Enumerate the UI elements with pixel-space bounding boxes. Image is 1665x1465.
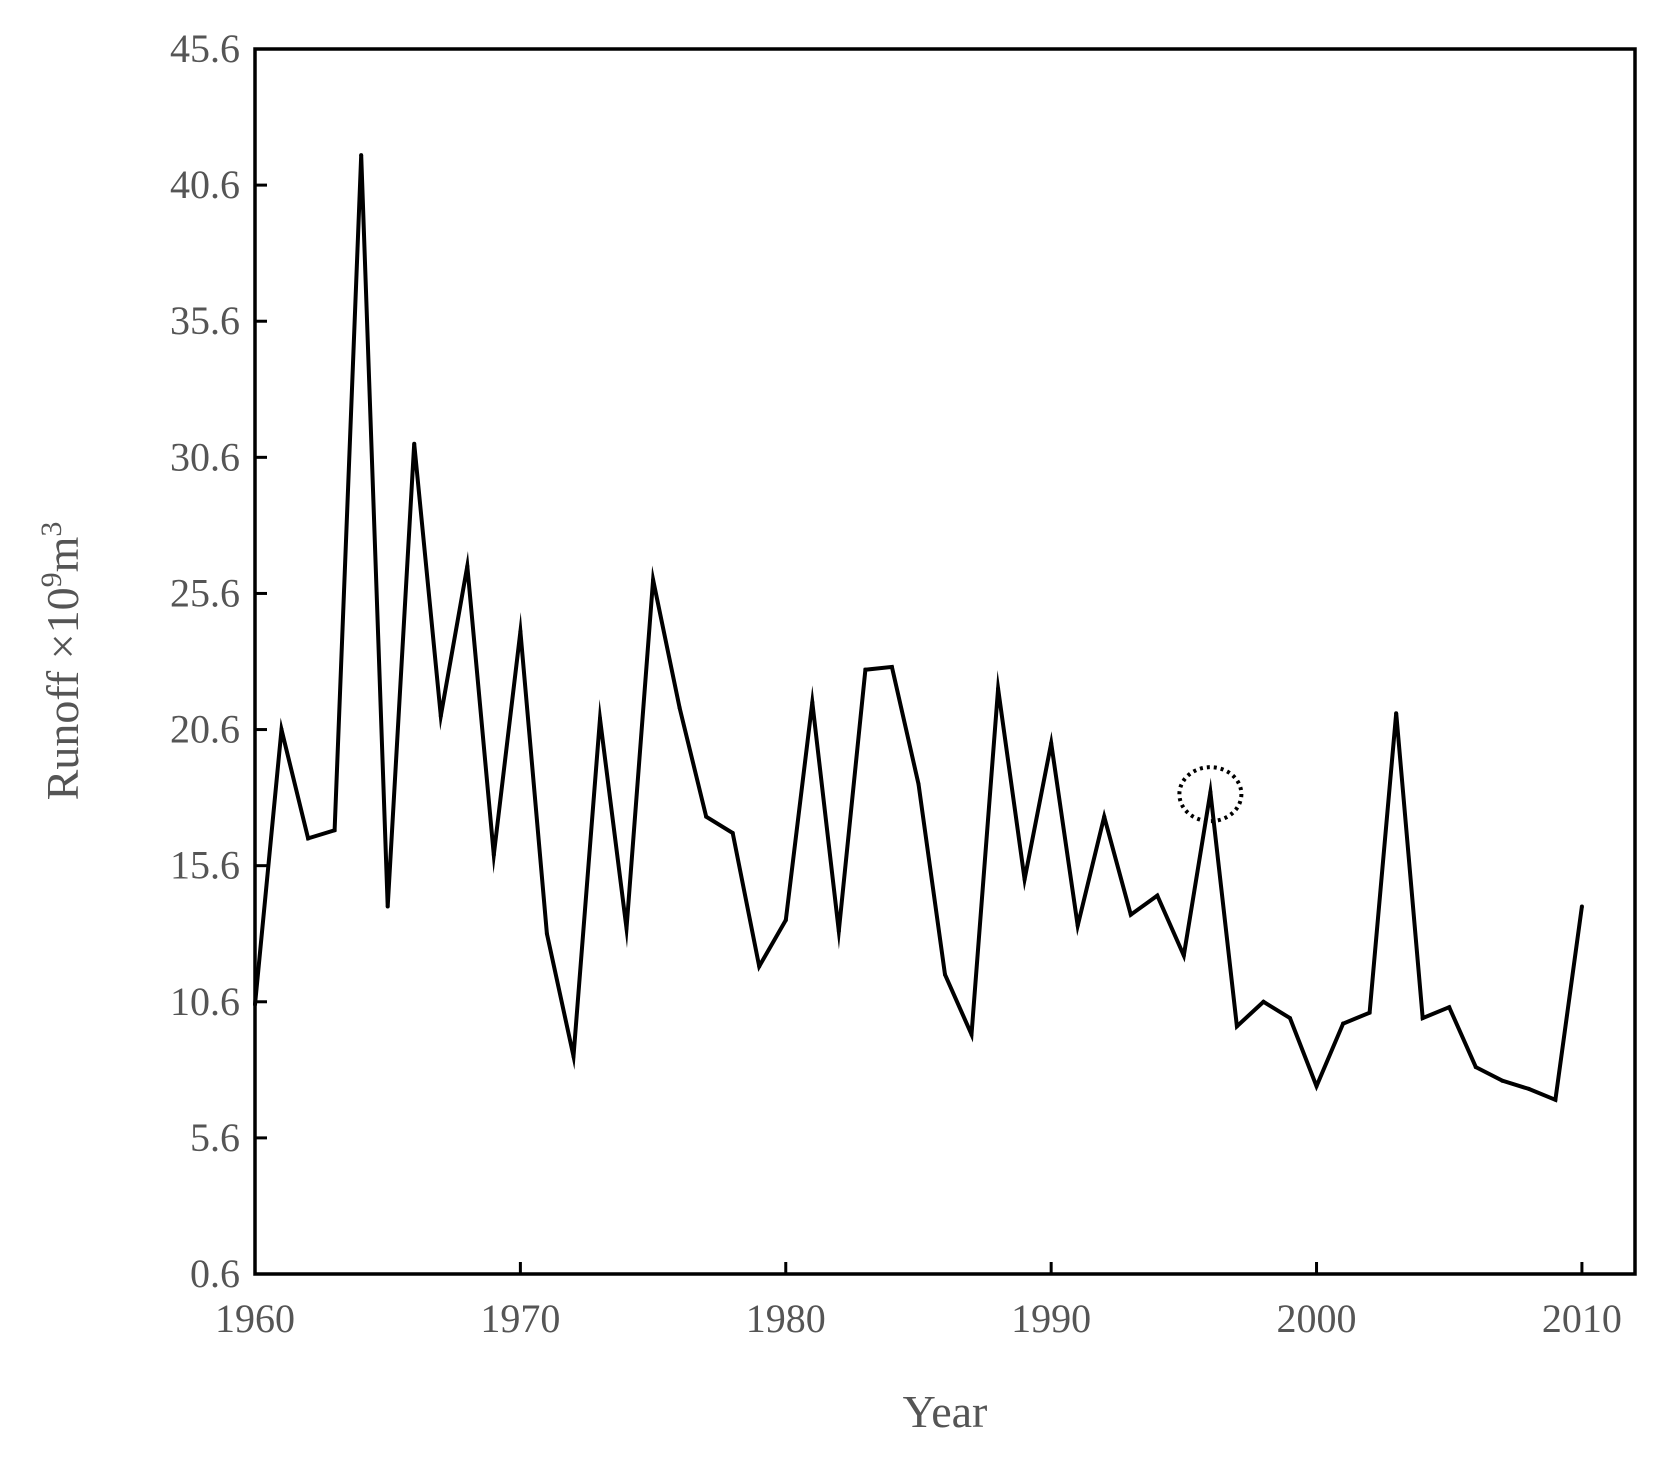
data-point xyxy=(757,964,762,969)
data-point xyxy=(1234,1024,1239,1029)
data-point xyxy=(518,629,523,634)
data-point xyxy=(571,1054,576,1059)
y-tick-label: 45.6 xyxy=(170,26,240,71)
data-point xyxy=(996,686,1001,691)
data-point xyxy=(1367,1010,1372,1015)
y-tick-label: 15.6 xyxy=(170,843,240,888)
series-layer xyxy=(253,153,1584,1103)
y-tick-label: 20.6 xyxy=(170,707,240,752)
y-tick-label: 10.6 xyxy=(170,979,240,1024)
data-point xyxy=(491,852,496,857)
x-tick-label: 1970 xyxy=(480,1296,560,1341)
data-point xyxy=(1500,1078,1505,1083)
x-tick-label: 2000 xyxy=(1277,1296,1357,1341)
x-tick-label: 2010 xyxy=(1542,1296,1622,1341)
data-point xyxy=(1022,877,1027,882)
data-point xyxy=(1181,953,1186,958)
y-tick-label: 35.6 xyxy=(170,298,240,343)
y-tick-label: 0.6 xyxy=(190,1251,240,1296)
data-point xyxy=(465,564,470,569)
data-point xyxy=(677,705,682,710)
data-point xyxy=(1526,1086,1531,1091)
y-tick-label: 30.6 xyxy=(170,434,240,479)
data-point xyxy=(1553,1097,1558,1102)
data-point xyxy=(332,828,337,833)
data-point xyxy=(969,1032,974,1037)
data-point xyxy=(253,1002,257,1007)
x-tick-label: 1980 xyxy=(746,1296,826,1341)
y-axis-title: Runoff ×109m3 xyxy=(35,522,88,801)
data-point xyxy=(810,700,815,705)
data-point xyxy=(1261,999,1266,1004)
data-point xyxy=(863,667,868,672)
data-point xyxy=(1288,1016,1292,1021)
y-axis-title-prefix: Runoff ×10 xyxy=(37,587,88,800)
data-point xyxy=(1049,741,1054,746)
data-point xyxy=(730,831,735,835)
data-point xyxy=(385,904,390,909)
data-point xyxy=(1314,1084,1319,1089)
data-point xyxy=(889,664,894,669)
data-point xyxy=(1420,1016,1425,1021)
data-point xyxy=(598,716,602,721)
data-point xyxy=(704,814,709,819)
data-point xyxy=(1075,923,1080,928)
y-tick-label: 5.6 xyxy=(190,1115,240,1160)
data-point xyxy=(836,929,841,933)
data-point xyxy=(412,441,417,446)
x-axis-title: Year xyxy=(903,1386,988,1437)
y-tick-label: 25.6 xyxy=(170,570,240,615)
data-point xyxy=(1579,904,1584,909)
data-point xyxy=(624,926,629,931)
data-point xyxy=(279,727,284,732)
data-point xyxy=(438,713,443,718)
runoff-series-line xyxy=(253,155,1584,1103)
data-point xyxy=(1208,790,1213,795)
y-axis-title-exp1: 9 xyxy=(35,572,68,587)
data-point xyxy=(1394,711,1399,716)
data-point xyxy=(651,577,656,582)
data-point xyxy=(943,972,947,977)
y-tick-label: 40.6 xyxy=(170,162,240,207)
x-tick-label: 1960 xyxy=(215,1296,295,1341)
data-point xyxy=(1155,893,1160,898)
data-point xyxy=(1128,912,1133,917)
x-tick-label: 1990 xyxy=(1011,1296,1091,1341)
highlight-circle xyxy=(1177,765,1244,824)
y-axis-title-mid: m xyxy=(37,536,88,572)
data-point xyxy=(544,931,549,936)
data-point xyxy=(306,836,311,841)
data-point xyxy=(359,153,364,158)
data-point xyxy=(783,918,788,923)
data-point xyxy=(916,782,921,786)
y-axis-ticks: 0.6 5.6 10.6 15.6 20.6 25.6 30.6 35.6 40.6 45.6 xyxy=(170,26,267,1296)
data-point xyxy=(1447,1005,1452,1010)
data-point xyxy=(1102,814,1107,819)
plot-frame xyxy=(253,47,1637,1276)
x-axis-ticks: 1960 1970 1980 1990 2000 2010 xyxy=(215,1262,1622,1341)
y-axis-title-exp2: 3 xyxy=(35,522,68,537)
data-point xyxy=(1473,1065,1478,1070)
annotation-layer xyxy=(1177,765,1244,824)
data-point xyxy=(1341,1021,1346,1026)
